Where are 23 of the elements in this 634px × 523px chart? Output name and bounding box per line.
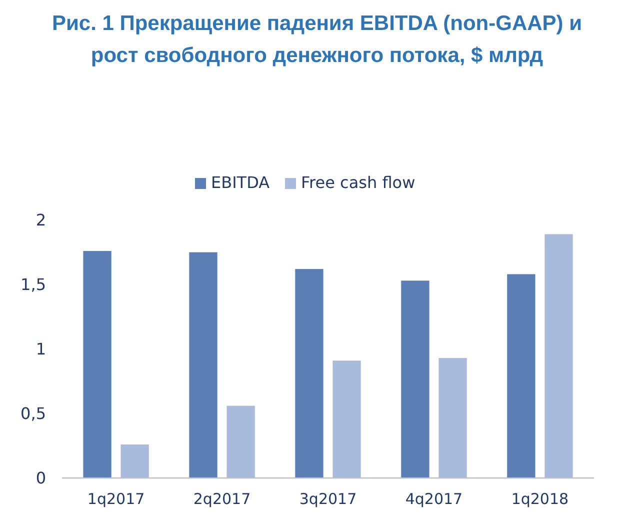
x-tick-label: 1q2017 xyxy=(87,490,145,508)
bar xyxy=(83,250,112,478)
x-tick-label: 4q2017 xyxy=(405,490,463,508)
bar xyxy=(401,280,430,478)
legend-label: Free cash flow xyxy=(301,173,416,192)
bar xyxy=(226,406,255,478)
y-tick-label: 2 xyxy=(36,210,46,230)
y-tick-label: 1,5 xyxy=(20,275,46,294)
bar xyxy=(120,444,149,478)
bar xyxy=(507,274,536,478)
bar xyxy=(438,358,467,478)
chart-title: Рис. 1 Прекращение падения EBITDA (non-GAAP) и рост свободного денежного потока, $ млрд xyxy=(52,12,582,67)
legend-label: EBITDA xyxy=(211,173,270,192)
y-tick-label: 0 xyxy=(36,468,46,488)
x-tick-label: 1q2018 xyxy=(511,490,569,508)
x-tick-label: 3q2017 xyxy=(299,490,357,508)
y-tick-label: 0,5 xyxy=(20,404,46,424)
bar xyxy=(189,252,218,478)
y-tick-label: 1 xyxy=(36,340,46,359)
bar xyxy=(332,360,361,478)
bar xyxy=(295,269,324,478)
x-tick-label: 2q2017 xyxy=(193,490,251,508)
bar xyxy=(544,234,573,478)
